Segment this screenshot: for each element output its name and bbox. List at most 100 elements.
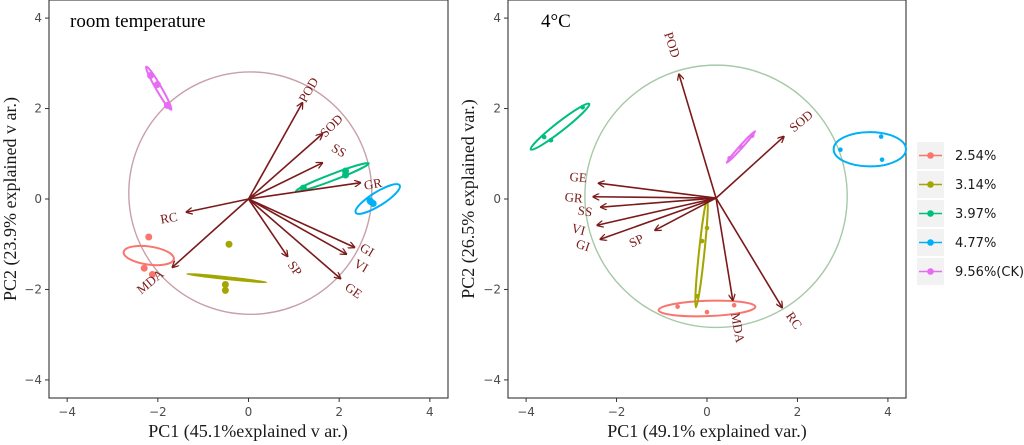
variable-label: SS [577,203,593,220]
x-tick-label: −4 [58,405,76,419]
y-tick-label: 4 [34,11,42,25]
legend-item: 4.77% [917,229,996,256]
x-axis-title: PC1 (45.1%explained v ar.) [148,421,347,442]
correlation-circle [128,71,373,316]
loading-sp: SP [247,198,306,278]
series-2.54% [657,299,757,318]
series-2.54% [122,233,175,279]
y-axis-title: PC2 (23.9% explained v ar.) [0,97,21,301]
confidence-ellipse [354,183,401,215]
y-tick-label: −2 [483,282,501,296]
loading-arrow [601,197,717,207]
loading-arrow [597,197,717,225]
confidence-ellipse [657,299,757,318]
data-point [147,72,155,80]
confidence-ellipse [294,162,370,193]
x-tick-label: 4 [884,405,892,419]
y-tick-label: 0 [493,192,501,206]
variable-label: GI [357,240,376,260]
legend-point [927,239,934,246]
legend-point [927,181,934,188]
data-point [731,302,737,308]
loading-vi: VI [248,198,371,276]
loading-arrow [715,197,782,307]
loading-arrow [248,198,347,254]
variable-label: VI [570,220,587,238]
data-point [749,133,755,138]
data-point [580,104,585,110]
data-point [694,293,700,299]
loading-ss: SS [577,197,717,220]
legend-label: 9.56%(CK) [955,265,1024,280]
loading-sp: SP [627,197,717,250]
x-tick-label: −2 [149,405,167,419]
loading-arrow [715,137,784,199]
variable-label: MDA [728,311,748,344]
series-3.97% [294,162,370,193]
variable-label: GI [574,236,592,255]
axes: −4 −2 0 2 4 −4 −2 0 2 4 [24,11,433,419]
variable-label: RC [159,209,179,227]
variable-label: VI [352,256,371,276]
legend-item: 9.56%(CK) [917,258,1024,285]
variable-label: GR [564,189,584,206]
loading-mda: MDA [715,197,748,344]
y-axis-title: PC2 (26.5% explained var.) [458,99,479,298]
loading-arrow [679,74,717,199]
y-tick-label: −2 [24,282,42,296]
loading-arrow [593,197,717,198]
y-tick-label: −4 [483,373,501,387]
confidence-ellipse [186,272,268,284]
data-point [878,134,884,139]
loading-arrow [248,163,323,200]
loading-gi: GI [248,198,377,260]
loading-arrow [186,198,249,212]
x-tick-label: 2 [794,405,802,419]
confidence-ellipse [122,244,175,267]
data-point [225,240,233,248]
data-point [738,144,744,150]
loading-ge: GE [569,169,717,199]
series-3.97% [529,102,591,151]
confidence-ellipse [145,65,173,111]
legend-item: 3.14% [917,171,996,198]
series-4.77% [832,131,907,168]
legend-label: 3.14% [955,178,996,193]
legend-label: 2.54% [955,149,996,164]
data-point [838,147,843,153]
data-point [879,157,885,162]
loading-arrow [247,134,323,200]
loading-arrow [172,198,250,267]
data-point [221,280,229,288]
variable-label: SS [329,140,349,160]
series-9.56%(CK) [725,130,757,164]
legend-item: 3.97% [917,200,996,227]
series-9.56%(CK) [145,65,173,111]
data-point [153,81,161,89]
data-point [727,155,732,161]
x-tick-label: 4 [426,405,434,419]
y-tick-label: 2 [493,102,501,116]
data-point [299,184,307,192]
loading-rc: RC [159,198,249,227]
legend-point [927,210,934,217]
data-point [699,238,705,244]
series-4.77% [354,183,401,215]
variable-label: SP [285,258,306,278]
variable-label: GE [569,169,588,185]
loading-arrow [715,197,733,300]
legend-point [927,152,934,159]
y-tick-label: 0 [34,192,42,206]
x-tick-label: 2 [335,405,343,419]
confidence-ellipse [832,131,907,168]
loading-gi: GI [574,197,717,255]
loading-gr: GR [248,175,383,200]
loading-vi: VI [570,197,717,238]
legend-point [927,268,934,275]
y-tick-label: 4 [493,11,501,25]
data-point [163,101,171,109]
data-point [221,286,229,294]
